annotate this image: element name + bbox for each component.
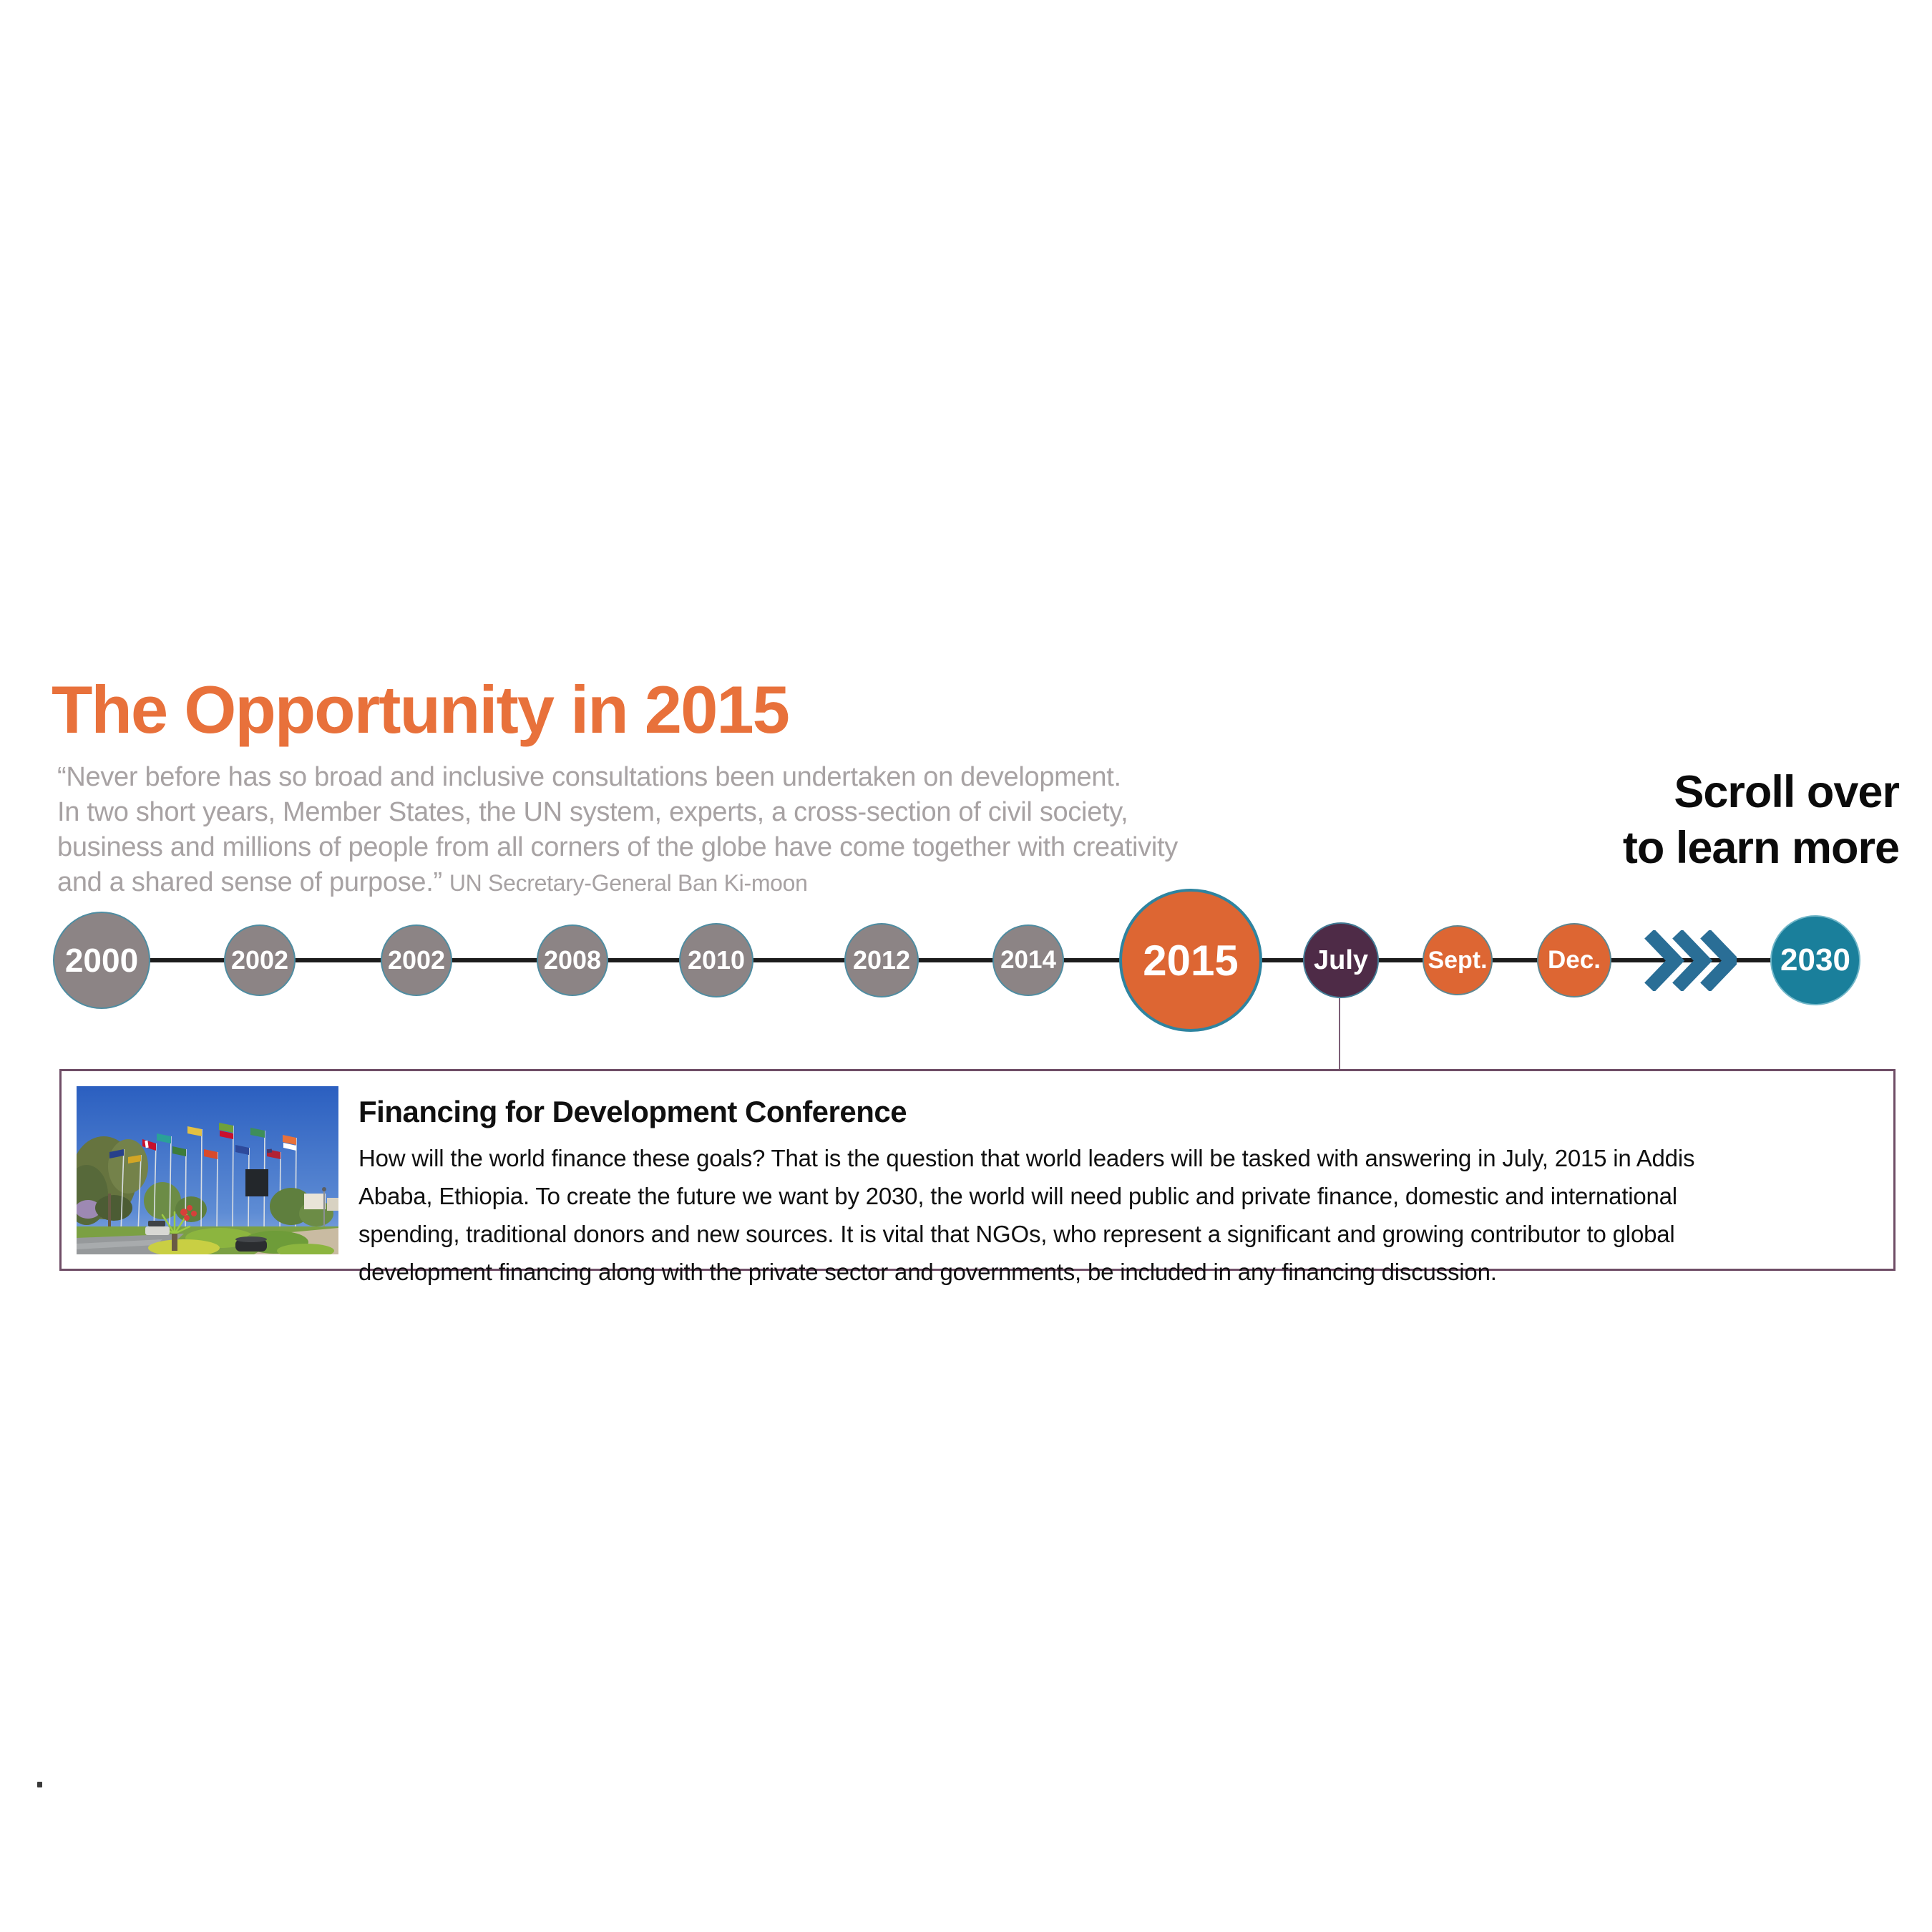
detail-panel xyxy=(59,1069,1896,1271)
scroll-over-hint: Scroll over to learn more xyxy=(1622,764,1900,876)
timeline-node-2002b[interactable]: 2002 xyxy=(381,924,452,996)
quote-line: business and millions of people from all… xyxy=(57,832,1178,862)
detail-panel-text: Financing for Development Conference How… xyxy=(358,1095,1868,1291)
july-panel-connector-line xyxy=(1339,998,1340,1070)
timeline-node-2012[interactable]: 2012 xyxy=(844,923,919,997)
scroll-hint-line2: to learn more xyxy=(1622,823,1900,873)
scroll-hint-line1: Scroll over xyxy=(1674,767,1900,817)
detail-body-line: How will the world finance these goals? … xyxy=(358,1145,1695,1171)
timeline-node-2002[interactable]: 2002 xyxy=(224,924,296,996)
page-title: The Opportunity in 2015 xyxy=(52,672,790,747)
conference-photo xyxy=(77,1086,338,1254)
timeline-node-2015[interactable]: 2015 xyxy=(1119,889,1262,1032)
detail-panel-body: How will the world finance these goals? … xyxy=(358,1139,1868,1291)
quote-attribution: UN Secretary-General Ban Ki-moon xyxy=(449,870,808,896)
timeline-node-dec[interactable]: Dec. xyxy=(1537,923,1611,997)
detail-body-line: development financing along with the pri… xyxy=(358,1259,1497,1285)
timeline-node-2014[interactable]: 2014 xyxy=(992,924,1064,996)
triple-chevron-right-icon xyxy=(1644,930,1737,991)
timeline-node-sept[interactable]: Sept. xyxy=(1423,925,1493,995)
timeline-axis xyxy=(102,958,1815,962)
detail-body-line: Ababa, Ethiopia. To create the future we… xyxy=(358,1183,1677,1209)
timeline-node-2030[interactable]: 2030 xyxy=(1770,915,1860,1005)
timeline-node-july[interactable]: July xyxy=(1303,922,1379,998)
quote-line: In two short years, Member States, the U… xyxy=(57,797,1128,827)
timeline-node-2000[interactable]: 2000 xyxy=(53,912,150,1009)
timeline-node-2008[interactable]: 2008 xyxy=(537,924,608,996)
quote-line: “Never before has so broad and inclusive… xyxy=(57,762,1121,792)
detail-body-line: spending, traditional donors and new sou… xyxy=(358,1221,1675,1247)
quote-line: and a shared sense of purpose.” UN Secret… xyxy=(57,865,1178,901)
quote-line-end: and a shared sense of purpose.” xyxy=(57,867,442,897)
ban-ki-moon-quote: “Never before has so broad and inclusive… xyxy=(57,760,1178,901)
stray-ink-dot xyxy=(37,1782,42,1787)
detail-panel-heading: Financing for Development Conference xyxy=(358,1095,907,1128)
timeline-node-2010[interactable]: 2010 xyxy=(679,923,753,997)
